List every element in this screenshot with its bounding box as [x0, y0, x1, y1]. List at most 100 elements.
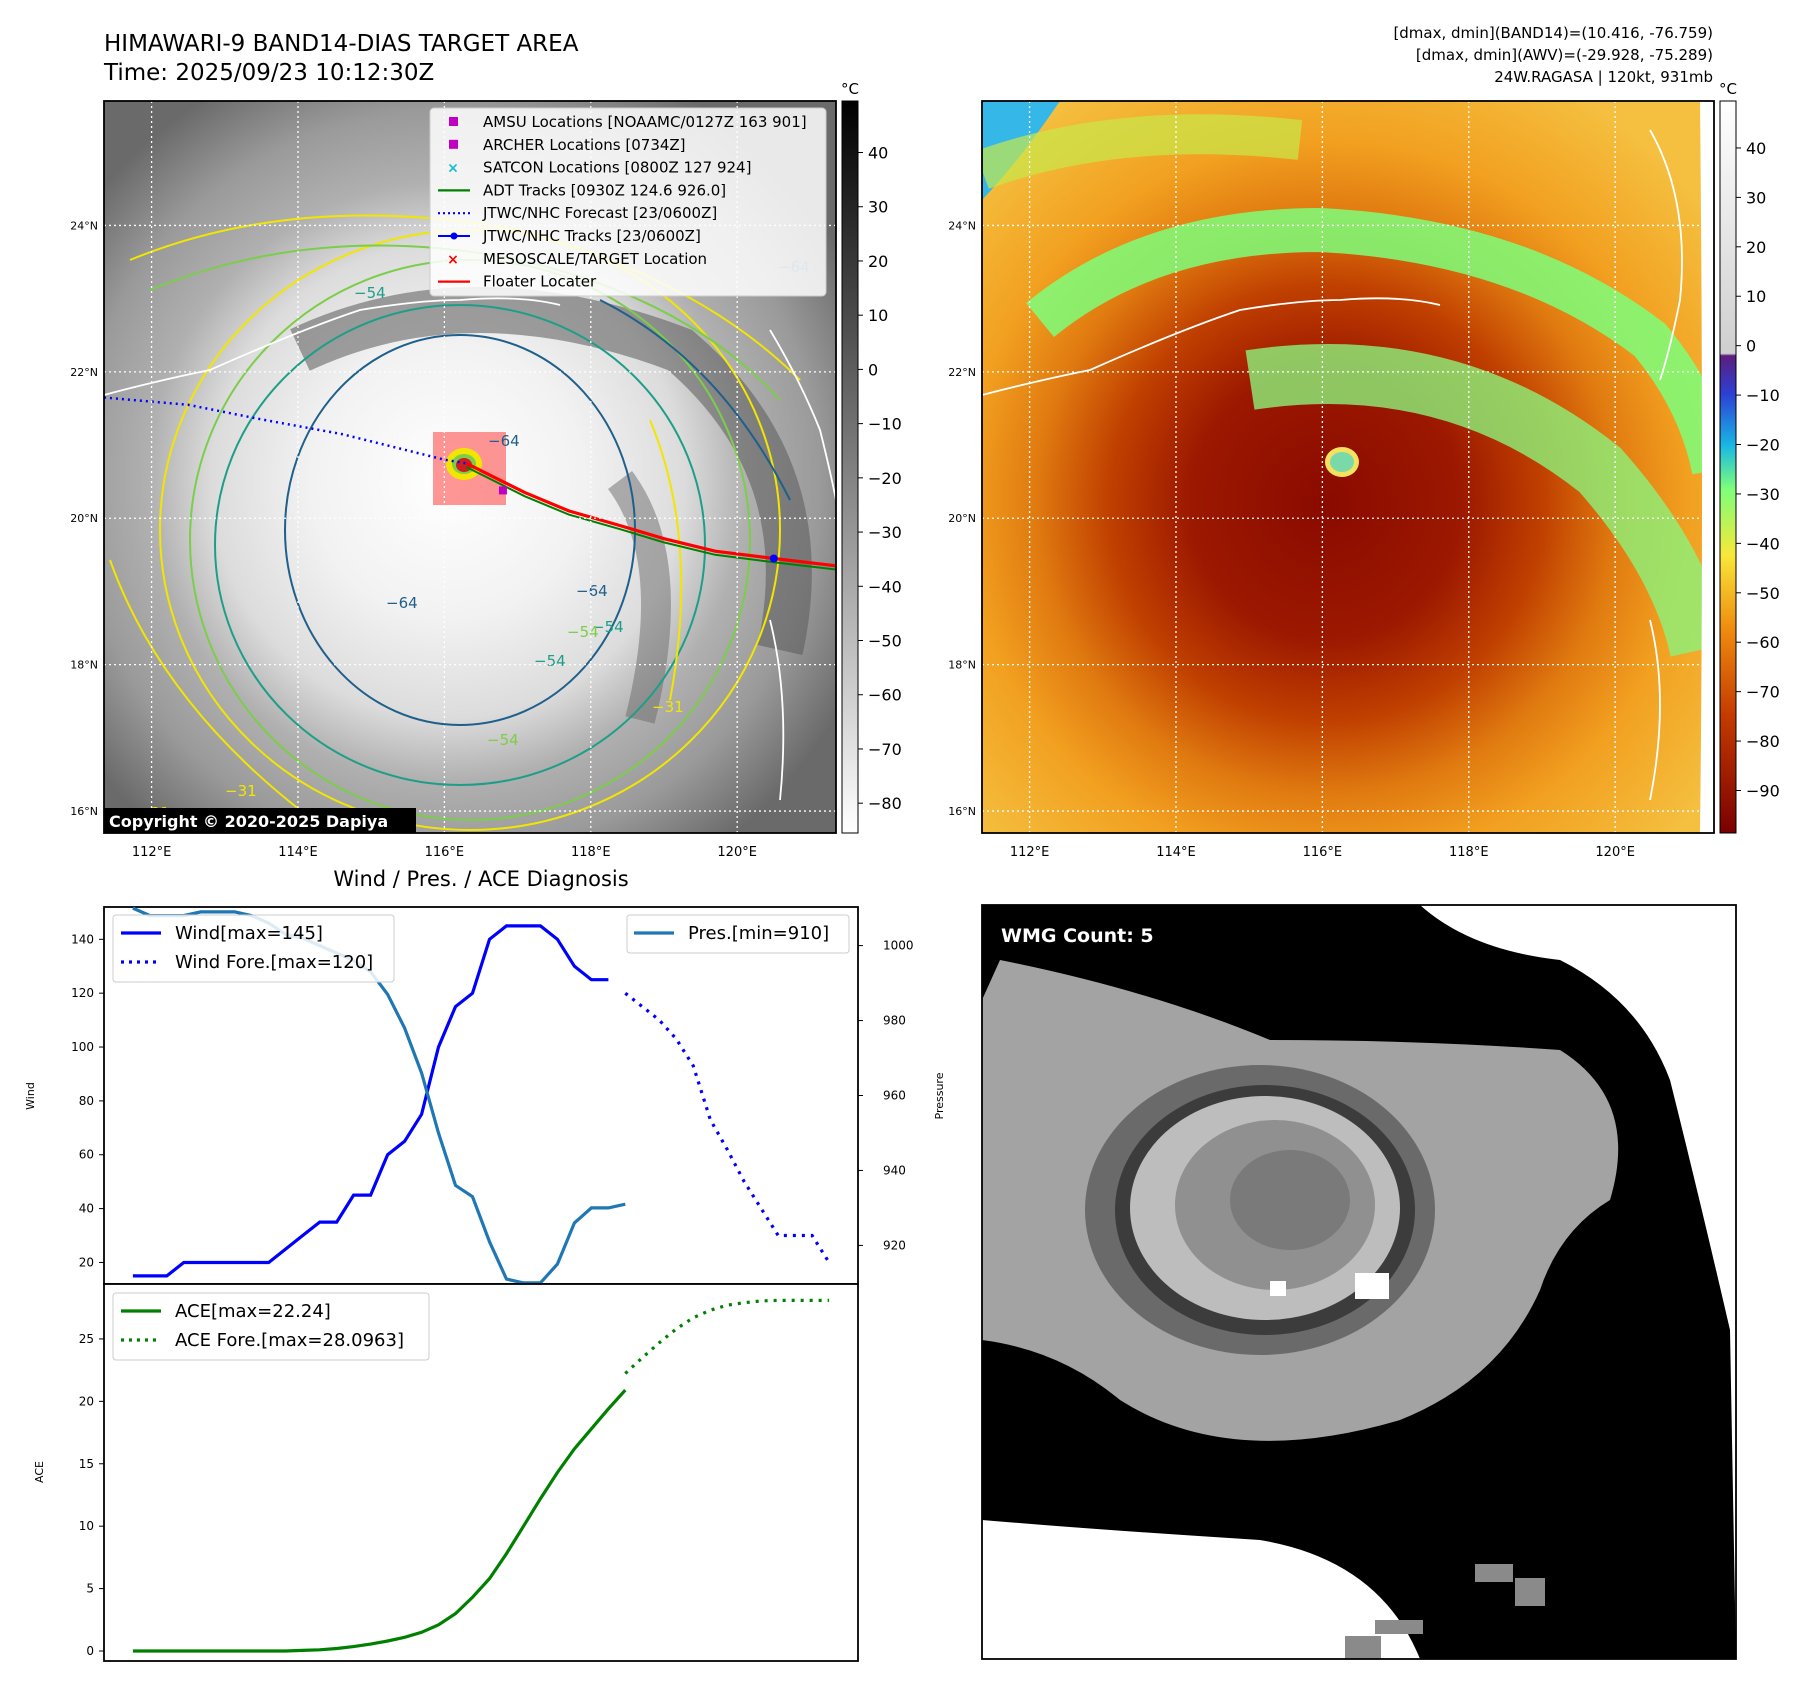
svg-text:×: × — [447, 252, 459, 268]
colorbar-tick: 20 — [868, 252, 888, 271]
wind-tick: 60 — [79, 1148, 94, 1162]
pressure-axis-label: Pressure — [933, 1072, 946, 1119]
colorbar-tick: −40 — [868, 577, 902, 596]
pressure-y-ticks: 920 940 960 980 1000 — [858, 939, 914, 1252]
colorbar-tick: −20 — [868, 469, 902, 488]
legend-ace-forecast: ACE Fore.[max=28.0963] — [175, 1330, 404, 1351]
wind-tick: 20 — [79, 1255, 94, 1269]
page-title: HIMAWARI-9 BAND14-DIAS TARGET AREA — [104, 31, 579, 57]
legend-item: × SATCON Locations [0800Z 127 924] — [447, 159, 751, 177]
color-lat-label: 16°N — [948, 805, 976, 818]
colorbar-tick: −60 — [1746, 633, 1780, 652]
contour-label: −64 — [576, 582, 608, 600]
ace-tick: 15 — [79, 1457, 94, 1471]
legend-label: ARCHER Locations [0734Z] — [483, 136, 686, 154]
colorbar-tick: −90 — [1746, 781, 1780, 800]
contour-label: −54 — [592, 618, 624, 636]
colorbar-tick: −10 — [868, 415, 902, 434]
jtwc-track-point — [769, 554, 778, 563]
colorbar-tick: 30 — [1746, 188, 1766, 207]
colorbar-tick: −50 — [1746, 584, 1780, 603]
colorbar-tick: 10 — [868, 306, 888, 325]
color-lon-label: 120°E — [1595, 845, 1635, 860]
contour-label: −54 — [534, 652, 566, 670]
ace-tick: 25 — [79, 1332, 94, 1346]
wind-tick: 100 — [71, 1040, 94, 1054]
color-lat-label: 20°N — [948, 512, 976, 525]
pressure-tick: 980 — [883, 1014, 906, 1028]
time-stamp: Time: 2025/09/23 10:12:30Z — [103, 60, 434, 86]
ir-lon-ticks: 112°E 114°E 116°E 118°E 120°E — [132, 845, 757, 860]
ir-lat-label: 22°N — [70, 366, 98, 379]
contour-label: −54 — [567, 623, 599, 641]
colorbar-tick: −40 — [1746, 534, 1780, 553]
legend-item: ARCHER Locations [0734Z] — [449, 136, 686, 154]
colorbar-tick: −30 — [868, 523, 902, 542]
contour-label: −54 — [354, 284, 386, 302]
contour-label: −31 — [652, 698, 684, 716]
colorbar-tick: −30 — [1746, 485, 1780, 504]
wind-axis-label: Wind — [24, 1082, 37, 1110]
legend-label: SATCON Locations [0800Z 127 924] — [483, 159, 751, 177]
series-line — [624, 991, 831, 1264]
wind-tick: 40 — [79, 1202, 94, 1216]
legend-item: ADT Tracks [0930Z 124.6 926.0] — [438, 181, 726, 199]
ir-colorbar: °C 40 30 20 10 0 −10 −20 −30 −40 −50 −60 −70 −80 — [841, 80, 902, 834]
series-line — [132, 924, 609, 1278]
ace-axis-label: ACE — [33, 1461, 46, 1483]
colorbar-tick: 10 — [1746, 287, 1766, 306]
wind-tick: 80 — [79, 1094, 94, 1108]
ace-tick: 0 — [86, 1644, 94, 1658]
legend-ace: ACE[max=22.24] — [175, 1301, 331, 1322]
color-gridlines — [982, 101, 1714, 833]
legend-wind: Wind[max=145] — [175, 923, 323, 944]
ace-y-ticks: 0 5 10 15 20 25 — [79, 1332, 104, 1658]
ir-lon-label: 120°E — [717, 845, 757, 860]
color-colorbar-unit: °C — [1719, 80, 1737, 98]
colorbar-tick: −80 — [1746, 732, 1780, 751]
legend-label: JTWC/NHC Forecast [23/0600Z] — [482, 204, 717, 222]
wind-tick: 140 — [71, 932, 94, 946]
color-lon-ticks: 112°E 114°E 116°E 118°E 120°E — [1010, 845, 1635, 860]
jtwc-forecast-track — [104, 396, 467, 465]
colorbar-tick: −10 — [1746, 386, 1780, 405]
ace-chart: 0 5 10 15 20 25 ACE ACE[max=22.24] ACE Fore.[… — [33, 1283, 859, 1662]
contour-label: −54 — [487, 731, 519, 749]
ir-lon-label: 114°E — [278, 845, 318, 860]
ace-tick: 5 — [86, 1582, 94, 1596]
legend-label: AMSU Locations [NOAAMC/0127Z 163 901] — [483, 113, 807, 131]
ir-lon-label: 118°E — [571, 845, 611, 860]
color-lon-label: 118°E — [1449, 845, 1489, 860]
colorbar-tick: 20 — [1746, 238, 1766, 257]
info-line-2: [dmax, dmin](AWV)=(-29.928, -75.289) — [1416, 46, 1713, 64]
adt-track — [465, 466, 836, 571]
ace-tick: 20 — [79, 1394, 94, 1408]
colorbar-tick: −70 — [1746, 683, 1780, 702]
diagnosis-title: Wind / Pres. / ACE Diagnosis — [333, 867, 628, 891]
series-line — [132, 906, 626, 1285]
colorbar-tick: −50 — [868, 632, 902, 651]
pressure-tick: 960 — [883, 1089, 906, 1103]
colorbar-tick: 40 — [1746, 139, 1766, 158]
ir-colorbar-unit: °C — [841, 80, 859, 98]
wind-y-ticks: 20 40 60 80 100 120 140 — [71, 932, 104, 1269]
svg-text:×: × — [447, 161, 459, 177]
ir-lat-label: 20°N — [70, 512, 98, 525]
info-line-1: [dmax, dmin](BAND14)=(10.416, -76.759) — [1393, 24, 1713, 42]
legend-item: JTWC/NHC Forecast [23/0600Z] — [438, 204, 717, 222]
copyright: Copyright © 2020-2025 Dapiya — [109, 812, 388, 831]
color-lon-label: 116°E — [1303, 845, 1343, 860]
ace-tick: 10 — [79, 1519, 94, 1533]
amsu-marker — [498, 486, 507, 495]
color-map-panel: 112°E 114°E 116°E 118°E 120°E 24°N 22°N 20°N 18… — [948, 100, 1715, 860]
contour-label: −31 — [225, 782, 257, 800]
legend-label: MESOSCALE/TARGET Location — [483, 250, 707, 268]
colorbar-tick: 0 — [868, 360, 878, 379]
color-lat-label: 18°N — [948, 659, 976, 672]
pressure-tick: 940 — [883, 1163, 906, 1177]
ir-lon-label: 112°E — [132, 845, 172, 860]
ir-lat-label: 16°N — [70, 805, 98, 818]
ir-lon-label: 116°E — [425, 845, 465, 860]
ir-lat-ticks: 24°N 22°N 20°N 18°N 16°N — [70, 219, 98, 818]
